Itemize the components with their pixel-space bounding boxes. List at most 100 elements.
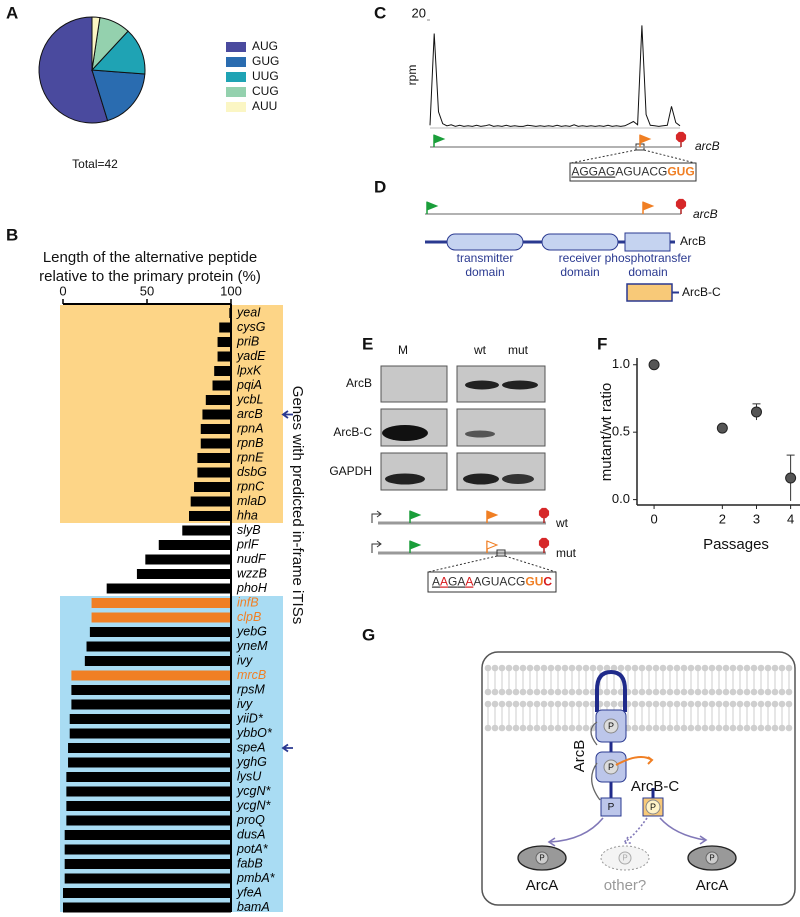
row-label: ArcB bbox=[346, 376, 372, 390]
start-flag bbox=[486, 540, 499, 553]
lipid-head bbox=[757, 688, 765, 696]
phosphate-site bbox=[603, 718, 619, 734]
lipid-head bbox=[785, 724, 793, 732]
legend-label: AUG bbox=[252, 39, 278, 53]
lipid-head bbox=[540, 724, 548, 732]
bar bbox=[84, 656, 231, 666]
category-label: arcB bbox=[237, 407, 263, 421]
lipid-head bbox=[645, 700, 653, 708]
lipid-head bbox=[561, 664, 569, 672]
row-label: GAPDH bbox=[329, 464, 372, 478]
lipid-head bbox=[722, 724, 730, 732]
stop bbox=[538, 507, 550, 519]
lipid-head bbox=[785, 688, 793, 696]
lipid-head bbox=[603, 664, 611, 672]
lane-label: M bbox=[398, 343, 408, 357]
axis-title: Genes with predicted in-frame iTISs bbox=[289, 386, 306, 624]
point bbox=[785, 472, 797, 484]
category-label: ybbO* bbox=[236, 726, 273, 740]
sequence-part: AGUACG bbox=[473, 575, 525, 589]
lipid-head bbox=[778, 724, 786, 732]
bar bbox=[64, 844, 232, 855]
x-tick-label: 0 bbox=[59, 283, 66, 298]
legend-label: CUG bbox=[252, 84, 279, 98]
lipid-head bbox=[589, 664, 597, 672]
lipid-head bbox=[582, 664, 590, 672]
lipid-head bbox=[638, 724, 646, 732]
category-label: yfeA bbox=[236, 885, 262, 899]
domain-label: receiver bbox=[559, 251, 602, 265]
lipid-head bbox=[750, 688, 758, 696]
legend-label: AUU bbox=[252, 99, 277, 113]
lipid-head bbox=[540, 688, 548, 696]
lipid-head bbox=[568, 724, 576, 732]
lipid-head bbox=[526, 688, 534, 696]
sequence: AAGAAAGUACGGUC bbox=[432, 575, 552, 589]
start-flag bbox=[433, 134, 446, 147]
sequence-part: G bbox=[448, 575, 457, 589]
lipid-head bbox=[764, 700, 772, 708]
category-label: yghG bbox=[236, 755, 267, 769]
lipid-head bbox=[729, 700, 737, 708]
phosphate-label: P bbox=[709, 854, 714, 863]
category-label: infB bbox=[237, 595, 259, 609]
lipid-head bbox=[512, 724, 520, 732]
bar bbox=[68, 743, 231, 753]
bar bbox=[106, 583, 231, 594]
lipid-head bbox=[554, 688, 562, 696]
transmembrane bbox=[595, 669, 627, 712]
lipid-head bbox=[547, 700, 555, 708]
zoom-lines bbox=[570, 149, 696, 164]
lipid-head bbox=[491, 688, 499, 696]
construct-label: mut bbox=[556, 546, 577, 560]
lipid-head bbox=[575, 664, 583, 672]
cell-box bbox=[481, 651, 796, 906]
lipid-head bbox=[498, 724, 506, 732]
lipid-head bbox=[561, 688, 569, 696]
construct-label: wt bbox=[555, 516, 569, 530]
bar bbox=[91, 612, 231, 623]
lipid-head bbox=[533, 724, 541, 732]
panel-label: D bbox=[374, 177, 386, 196]
bar bbox=[194, 482, 231, 492]
category-label: ycbL bbox=[236, 392, 263, 406]
lipid-head bbox=[771, 664, 779, 672]
lipid-head bbox=[505, 724, 513, 732]
bar bbox=[69, 714, 231, 724]
gene-label: arcB bbox=[695, 139, 720, 153]
panel-label: B bbox=[6, 225, 18, 244]
lipid-head bbox=[764, 724, 772, 732]
lipid-head bbox=[778, 664, 786, 672]
lipid-head bbox=[771, 700, 779, 708]
lipid-head bbox=[708, 664, 716, 672]
panel-label: C bbox=[374, 3, 386, 22]
panel-label: A bbox=[6, 3, 18, 22]
x-tick-label: 50 bbox=[140, 283, 154, 298]
category-label: rpnE bbox=[237, 450, 264, 464]
lipid-head bbox=[750, 724, 758, 732]
bar bbox=[158, 540, 231, 550]
panel-label: F bbox=[597, 334, 607, 353]
start-flag bbox=[426, 201, 439, 214]
transfer-arrow bbox=[547, 817, 604, 847]
fragment-box bbox=[626, 283, 673, 302]
lipid-head bbox=[484, 724, 492, 732]
regulator-label: ArcA bbox=[526, 877, 559, 894]
bar bbox=[64, 830, 232, 840]
sequence-part: C bbox=[543, 575, 552, 589]
domain bbox=[446, 233, 524, 251]
lipid-head bbox=[645, 688, 653, 696]
flag bbox=[486, 540, 499, 550]
category-label: dusA bbox=[237, 827, 266, 841]
legend-label: GUG bbox=[252, 54, 279, 68]
point bbox=[716, 422, 728, 434]
lipid-head bbox=[757, 664, 765, 672]
lipid-head bbox=[659, 724, 667, 732]
flag bbox=[639, 134, 652, 144]
phosphate-label: P bbox=[608, 762, 614, 772]
bar bbox=[189, 511, 231, 521]
legend-swatch bbox=[226, 42, 246, 52]
lipid-head bbox=[484, 700, 492, 708]
category-label: yadE bbox=[236, 349, 266, 363]
lipid-head bbox=[659, 688, 667, 696]
